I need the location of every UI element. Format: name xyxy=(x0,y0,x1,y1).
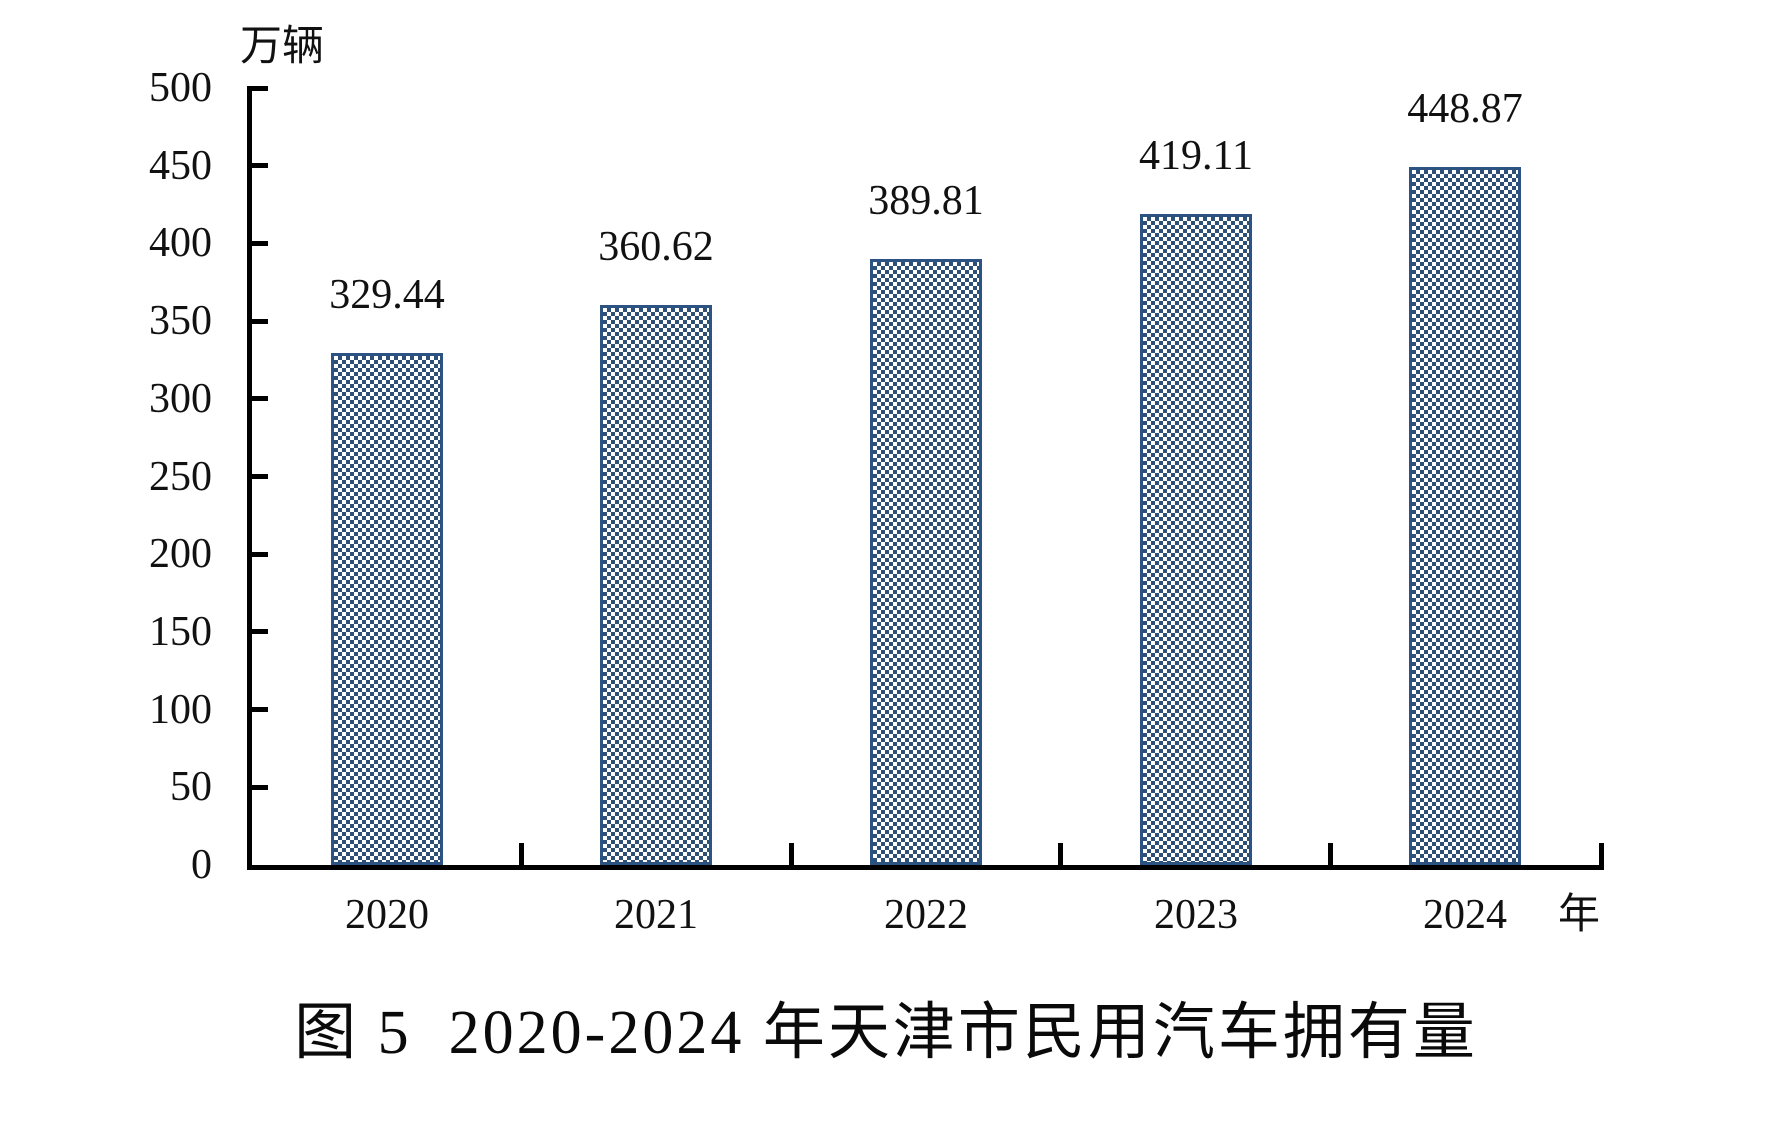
bar-value-label: 360.62 xyxy=(598,224,714,270)
bar-value-label: 419.11 xyxy=(1139,133,1253,179)
y-tick-label: 350 xyxy=(149,298,212,344)
bar-value-label: 329.44 xyxy=(329,272,445,318)
y-axis-unit-label: 万辆 xyxy=(240,24,325,70)
bar-value-label: 389.81 xyxy=(868,178,984,224)
y-tick-label: 250 xyxy=(149,454,212,500)
y-tick-mark xyxy=(252,396,268,401)
x-axis-unit-label: 年 xyxy=(1558,892,1601,938)
y-tick-mark xyxy=(252,629,268,634)
y-tick-mark xyxy=(252,319,268,324)
y-tick-label: 0 xyxy=(191,842,212,888)
x-tick-label: 2023 xyxy=(1154,892,1238,938)
y-tick-label: 50 xyxy=(170,764,212,810)
figure-caption: 图 5 2020-2024 年天津市民用汽车拥有量 xyxy=(294,999,1478,1067)
y-tick-label: 500 xyxy=(149,65,212,111)
y-tick-label: 450 xyxy=(149,143,212,189)
x-axis-line xyxy=(247,865,1604,870)
x-tick-mark xyxy=(1328,843,1333,865)
x-tick-label: 2020 xyxy=(345,892,429,938)
x-tick-mark xyxy=(789,843,794,865)
y-tick-label: 150 xyxy=(149,609,212,655)
bar-value-label: 448.87 xyxy=(1407,86,1523,132)
y-tick-mark xyxy=(252,552,268,557)
x-tick-label: 2022 xyxy=(884,892,968,938)
bar-2023 xyxy=(1140,214,1252,865)
y-tick-label: 100 xyxy=(149,687,212,733)
y-tick-mark xyxy=(252,474,268,479)
x-axis-end-tick-mark xyxy=(1599,843,1604,865)
y-tick-mark xyxy=(252,785,268,790)
y-tick-mark xyxy=(252,86,268,91)
x-tick-mark xyxy=(1058,843,1063,865)
y-tick-label: 200 xyxy=(149,531,212,577)
y-tick-label: 400 xyxy=(149,220,212,266)
y-tick-mark xyxy=(252,241,268,246)
x-tick-label: 2021 xyxy=(614,892,698,938)
x-tick-label: 2024 xyxy=(1423,892,1507,938)
bar-2022 xyxy=(870,259,982,865)
y-tick-label: 300 xyxy=(149,376,212,422)
bar-2024 xyxy=(1409,167,1521,865)
x-tick-mark xyxy=(519,843,524,865)
y-tick-mark xyxy=(252,707,268,712)
bar-2020 xyxy=(331,353,443,865)
y-tick-mark xyxy=(252,163,268,168)
bar-2021 xyxy=(600,305,712,865)
y-axis-line xyxy=(247,86,252,870)
